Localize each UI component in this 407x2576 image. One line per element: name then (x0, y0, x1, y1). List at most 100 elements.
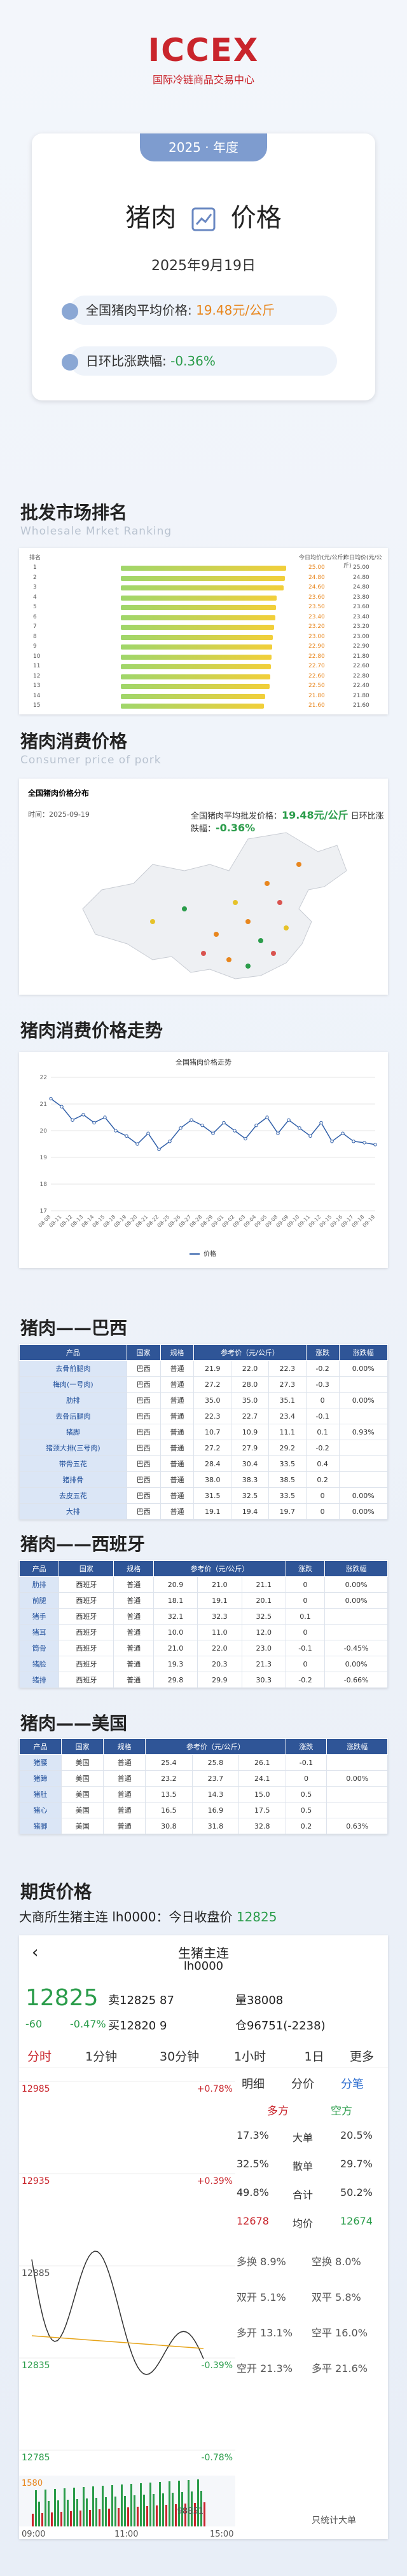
cell: 猪排 (18, 1672, 60, 1688)
cell: 猪腰 (18, 1754, 62, 1771)
org-name: 国际冷链商品交易中心 (152, 74, 254, 86)
point (190, 1118, 193, 1122)
cell: 20.3 (197, 1656, 242, 1672)
tab: 1日 (304, 2050, 324, 2064)
tabs: 分时 1分钟 30分钟 1小时 1日 更多 (19, 2042, 388, 2068)
stat: 大单 (293, 2132, 314, 2144)
trend-chart: 全国猪肉价格走势171819202122价格08-0808-1108-1208-… (38, 1058, 377, 1258)
rank-no: 11 (33, 663, 41, 669)
date: 2025年9月19日 (151, 258, 256, 274)
cell: 普通 (103, 1818, 146, 1834)
point (71, 1118, 74, 1122)
volume-bar (172, 2493, 174, 2526)
cell: 32.5 (231, 1487, 269, 1504)
cell: 35.0 (231, 1392, 269, 1408)
header-cell: 涨跌 (285, 1560, 326, 1577)
rank-yesterday: 23.80 (353, 594, 369, 601)
cell: 0.63% (326, 1818, 388, 1834)
cell: 17.5 (238, 1802, 286, 1818)
cell: 普通 (113, 1576, 154, 1593)
vol-axis: 98851 (177, 2507, 204, 2516)
cell: -0.45% (324, 1640, 388, 1656)
ranking-panel: 排名 今日均价(元/公斤) 昨日均价(元/公斤) 1 25.00 25.00 2 24.80 2… (19, 548, 388, 714)
volume-bar (146, 2506, 148, 2526)
header-row: 产品 国家 规格 参考价（元/公斤） 涨跌 涨跌幅 (18, 1738, 388, 1755)
rank-today: 23.20 (308, 624, 325, 630)
rank-yesterday: 23.40 (353, 613, 369, 620)
rank-no: 4 (33, 594, 37, 601)
volume-bar (70, 2511, 72, 2526)
cell: 29.9 (197, 1672, 242, 1688)
point (49, 1096, 53, 1101)
cell: 23.7 (191, 1770, 240, 1787)
cell: 0 (285, 1592, 326, 1609)
row: 猪肚 美国 普通 13.5 14.3 15.0 0.5 (18, 1786, 388, 1803)
chg-pill: 日环比涨跌幅: -0.36% (62, 346, 337, 376)
cell: 12.0 (241, 1624, 286, 1640)
buy-qty: 9 (160, 2019, 167, 2033)
header-cell: 国家 (59, 1560, 114, 1577)
rank-no: 10 (33, 653, 41, 660)
cell: 30.8 (145, 1818, 193, 1834)
point (330, 1140, 334, 1143)
summary-card: 2025 · 年度 猪肉 价格 2025年9月19日 全国猪肉平均价格: 19.… (32, 133, 375, 400)
rank-bar (121, 605, 277, 610)
volume-bar (175, 2504, 177, 2526)
cell: 普通 (160, 1487, 195, 1504)
cell: 30.3 (241, 1672, 286, 1688)
rank-yesterday: 25.00 (353, 564, 369, 571)
cell: 25.4 (145, 1754, 193, 1771)
year-badge: 2025 · 年度 (140, 133, 267, 161)
cell: 24.1 (238, 1770, 286, 1787)
cell: -0.3 (305, 1376, 340, 1393)
cell: 27.9 (231, 1440, 269, 1456)
cell: 普通 (113, 1592, 154, 1609)
avg-value: 19.48元/公斤 (196, 303, 275, 318)
cell: 普通 (113, 1672, 154, 1688)
cell (338, 1471, 389, 1488)
ranking-title: 批发市场排名 (20, 502, 128, 523)
cell: 0.00% (324, 1592, 388, 1609)
rank-today: 25.00 (308, 564, 325, 571)
rank-bar (121, 625, 275, 630)
cell: 32.1 (153, 1608, 198, 1625)
volume-bar (111, 2485, 113, 2526)
cell: 22.3 (268, 1360, 307, 1377)
point (92, 1121, 96, 1125)
header-cell: 涨跌幅 (326, 1738, 388, 1755)
stat: 49.8% (237, 2186, 269, 2198)
rank-bar (121, 566, 286, 571)
map-time: 时间：2025-09-19 (28, 810, 90, 819)
pct-axis: -0.78% (201, 2453, 233, 2463)
cell: 肋排 (19, 1392, 127, 1408)
map-avg-value: 19.48元/公斤 (282, 809, 348, 821)
point (125, 1134, 128, 1138)
cell: 21.1 (241, 1576, 286, 1593)
cell: 11.0 (197, 1624, 242, 1640)
volume-bar (64, 2488, 66, 2526)
volume-bar (92, 2486, 94, 2526)
side-tab: 分价 (291, 2078, 314, 2091)
volume-bar (204, 2502, 205, 2526)
rank-yesterday: 21.80 (353, 653, 369, 660)
row: 猪心 美国 普通 16.5 16.9 17.5 0.5 (18, 1802, 388, 1818)
volume-bar (41, 2513, 43, 2526)
cell: -0.1 (305, 1408, 340, 1424)
cell: 21.0 (197, 1576, 242, 1593)
cell: -0.2 (305, 1360, 340, 1377)
cell: 23.0 (241, 1640, 286, 1656)
cell: 35.0 (193, 1392, 232, 1408)
row: 猪脚 巴西 普通 10.7 10.9 11.1 0.1 0.93% (19, 1424, 389, 1440)
cell: 20.9 (153, 1576, 198, 1593)
cell: 普通 (103, 1802, 146, 1818)
header-cell: 涨跌幅 (338, 1344, 389, 1361)
row: 大排 巴西 普通 19.1 19.4 19.7 0 0.00% (19, 1503, 389, 1520)
y-tick-label: 22 (40, 1075, 47, 1081)
map-avg: 全国猪肉平均批发价格：19.48元/公斤 日环比涨跌幅：-0.36% (191, 807, 388, 834)
app-buy: 买12820 9 (108, 2017, 167, 2033)
volume-bar (153, 2494, 155, 2526)
volume-bar (118, 2508, 120, 2526)
app-name: 生猪主连 (178, 1946, 229, 1961)
header-cell: 产品 (19, 1344, 127, 1361)
cell: 0 (305, 1392, 340, 1408)
